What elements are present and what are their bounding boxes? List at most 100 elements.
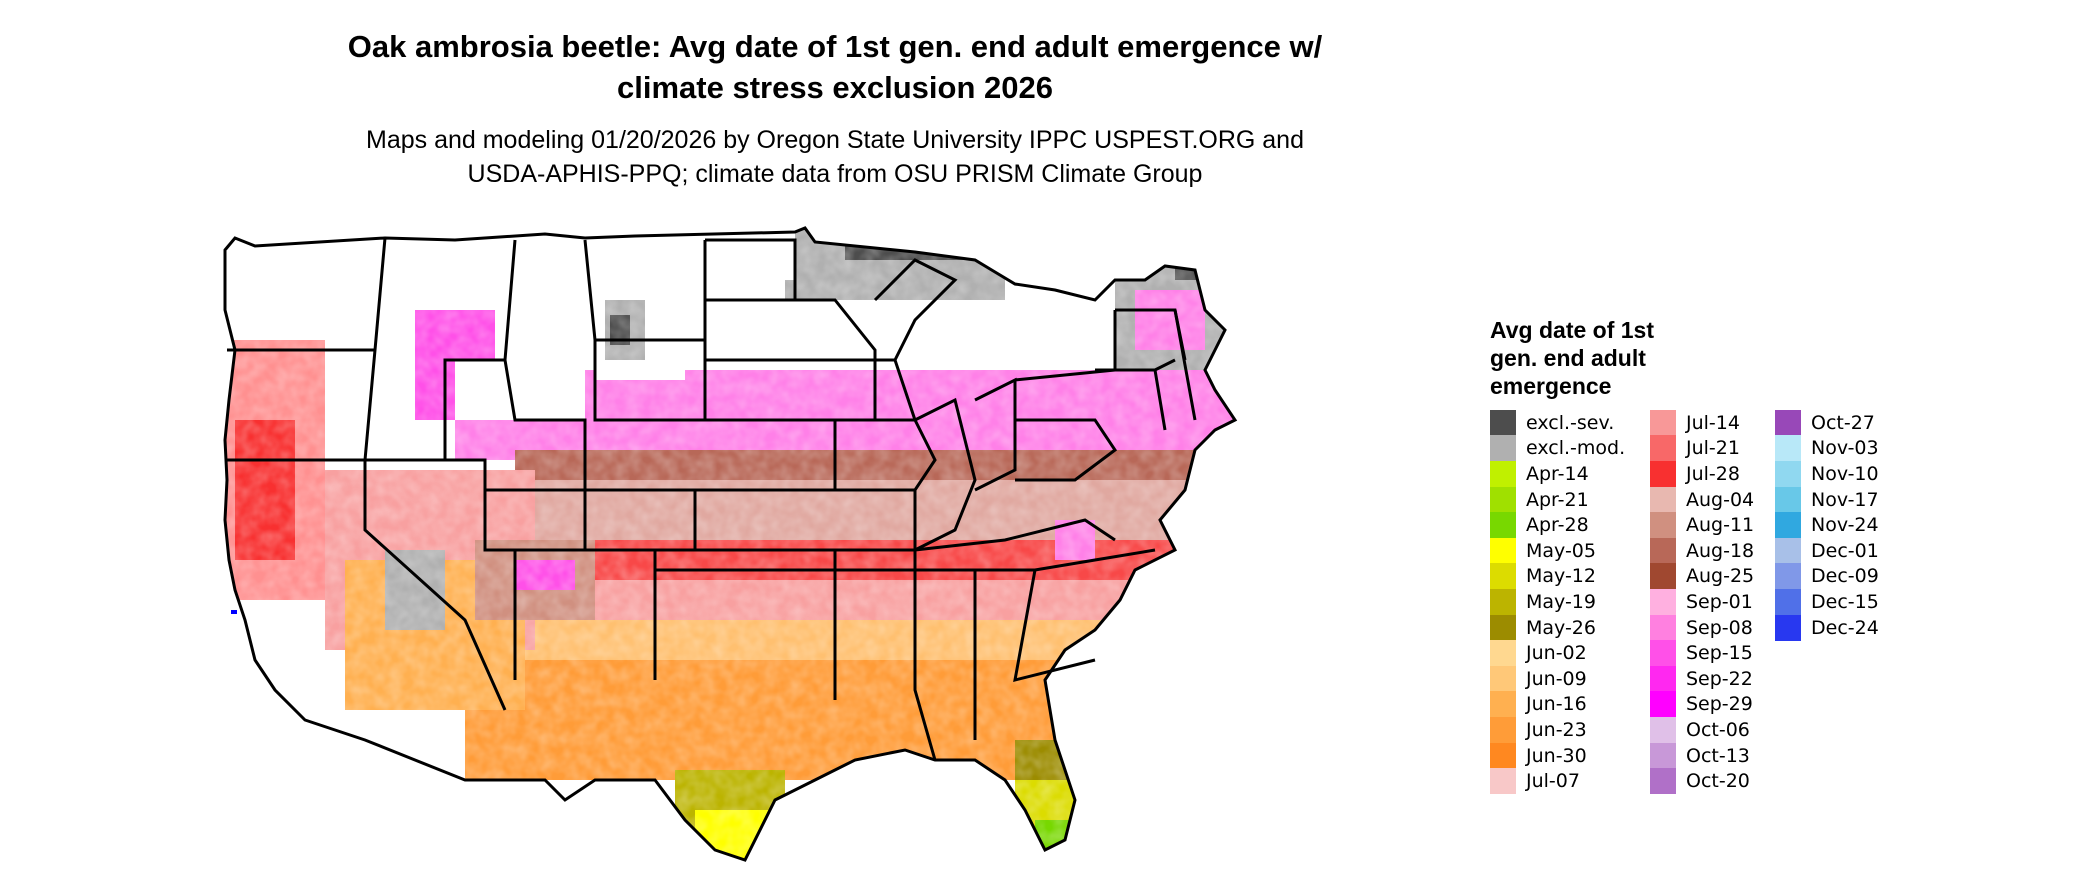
- us-emergence-map: [223, 226, 1238, 862]
- legend-item: Apr-28: [1490, 512, 1625, 539]
- legend-swatch: [1490, 537, 1516, 564]
- legend-column: excl.-sev. excl.-mod. Apr-14 Apr-21 Apr-28 Ma…: [1490, 409, 1626, 795]
- legend-item: Oct-20: [1650, 768, 1754, 795]
- legend-label: Dec-24: [1811, 616, 1879, 639]
- legend-item: Jun-16: [1490, 691, 1625, 718]
- legend-label: Dec-01: [1811, 539, 1879, 562]
- legend-label: Oct-06: [1686, 718, 1750, 741]
- legend-item: excl.-mod.: [1490, 435, 1626, 462]
- legend-swatch: [1490, 563, 1516, 590]
- legend-label: Apr-21: [1526, 488, 1589, 511]
- legend-item: Aug-11: [1650, 512, 1755, 539]
- legend-label: Nov-10: [1811, 462, 1879, 485]
- legend-label: Jun-09: [1526, 667, 1587, 690]
- legend-swatch: [1490, 614, 1516, 641]
- legend-title-line-1: Avg date of 1st: [1490, 317, 1655, 343]
- legend-swatch: [1650, 691, 1676, 718]
- legend-column: Jul-14 Jul-21 Jul-28 Aug-04 Aug-11 Aug-18 Aug-…: [1650, 409, 1755, 795]
- legend-label: Apr-14: [1526, 462, 1589, 485]
- legend-swatch: [1775, 563, 1801, 590]
- legend-label: excl.-mod.: [1526, 437, 1626, 460]
- legend-item: Oct-06: [1650, 716, 1754, 743]
- legend-label: Jul-07: [1526, 770, 1580, 793]
- legend-item: Oct-27: [1775, 409, 1879, 436]
- legend-label: Aug-04: [1686, 488, 1755, 511]
- legend-item: Jul-28: [1650, 460, 1754, 487]
- legend-label: Jul-14: [1686, 411, 1740, 434]
- legend-item: Sep-15: [1650, 640, 1754, 667]
- legend-swatch: [1650, 768, 1676, 795]
- legend-item: Jul-14: [1650, 409, 1754, 436]
- subtitle-line-2: USDA-APHIS-PPQ; climate data from OSU PR…: [467, 160, 1203, 188]
- state-borders: [223, 226, 1238, 862]
- map-title: Oak ambrosia beetle: Avg date of 1st gen…: [200, 26, 1470, 108]
- legend-item: Aug-18: [1650, 537, 1755, 564]
- legend-item: Apr-21: [1490, 486, 1625, 513]
- legend-label: Aug-25: [1686, 565, 1755, 588]
- legend-item: May-19: [1490, 588, 1625, 615]
- legend-swatch: [1775, 512, 1801, 539]
- map-subtitle: Maps and modeling 01/20/2026 by Oregon S…: [200, 123, 1470, 191]
- legend-swatch: [1775, 537, 1801, 564]
- legend-label: Sep-08: [1686, 616, 1753, 639]
- legend-item: Sep-29: [1650, 691, 1754, 718]
- legend-label: Dec-09: [1811, 565, 1879, 588]
- legend-swatch: [1650, 716, 1676, 743]
- legend-label: May-19: [1526, 590, 1596, 613]
- legend-swatch: [1490, 665, 1516, 692]
- legend-item: Dec-09: [1775, 563, 1879, 590]
- legend-swatch: [1490, 768, 1516, 795]
- legend-swatch: [1650, 640, 1676, 667]
- legend-swatch: [1650, 486, 1676, 513]
- legend-swatch: [1490, 435, 1516, 462]
- legend-label: Oct-27: [1811, 411, 1875, 434]
- legend-swatch: [1650, 563, 1676, 590]
- legend-label: May-12: [1526, 565, 1596, 588]
- legend-item: Oct-13: [1650, 742, 1754, 769]
- legend-item: Jul-21: [1650, 435, 1754, 462]
- legend-swatch: [1650, 614, 1676, 641]
- legend-label: Sep-29: [1686, 693, 1753, 716]
- legend-swatch: [1490, 486, 1516, 513]
- legend-item: Aug-04: [1650, 486, 1755, 513]
- legend-swatch: [1650, 537, 1676, 564]
- subtitle-line-1: Maps and modeling 01/20/2026 by Oregon S…: [366, 126, 1304, 154]
- legend-swatch: [1775, 435, 1801, 462]
- legend-label: excl.-sev.: [1526, 411, 1615, 434]
- legend-swatch: [1490, 691, 1516, 718]
- legend-item: Jun-30: [1490, 742, 1625, 769]
- legend-label: May-26: [1526, 616, 1596, 639]
- legend-swatch: [1650, 665, 1676, 692]
- legend-label: Aug-18: [1686, 539, 1755, 562]
- legend-swatch: [1650, 588, 1676, 615]
- legend-column: Oct-27 Nov-03 Nov-10 Nov-17 Nov-24 Dec-01 Dec-…: [1775, 409, 1879, 641]
- legend-label: Aug-11: [1686, 514, 1755, 537]
- legend-swatch: [1490, 460, 1516, 487]
- legend-label: Oct-20: [1686, 770, 1750, 793]
- legend: excl.-sev. excl.-mod. Apr-14 Apr-21 Apr-28 Ma…: [1490, 409, 2090, 810]
- legend-swatch: [1650, 409, 1676, 436]
- legend-item: Jun-02: [1490, 640, 1625, 667]
- legend-swatch: [1650, 742, 1676, 769]
- legend-item: Sep-01: [1650, 588, 1754, 615]
- legend-title-line-3: emergence: [1490, 373, 1612, 399]
- legend-item: May-12: [1490, 563, 1625, 590]
- legend-swatch: [1490, 716, 1516, 743]
- legend-item: Sep-08: [1650, 614, 1754, 641]
- title-line-1: Oak ambrosia beetle: Avg date of 1st gen…: [347, 29, 1323, 64]
- legend-swatch: [1650, 460, 1676, 487]
- legend-label: Jun-30: [1526, 744, 1587, 767]
- legend-swatch: [1775, 460, 1801, 487]
- legend-item: Nov-17: [1775, 486, 1879, 513]
- legend-label: Nov-24: [1811, 514, 1879, 537]
- legend-item: Jun-23: [1490, 716, 1625, 743]
- legend-label: Jun-02: [1526, 642, 1587, 665]
- legend-swatch: [1490, 588, 1516, 615]
- legend-item: Nov-24: [1775, 512, 1879, 539]
- legend-label: Nov-17: [1811, 488, 1879, 511]
- legend-swatch: [1775, 409, 1801, 436]
- legend-swatch: [1490, 742, 1516, 769]
- title-line-2: climate stress exclusion 2026: [617, 70, 1053, 105]
- legend-swatch: [1650, 435, 1676, 462]
- legend-swatch: [1775, 486, 1801, 513]
